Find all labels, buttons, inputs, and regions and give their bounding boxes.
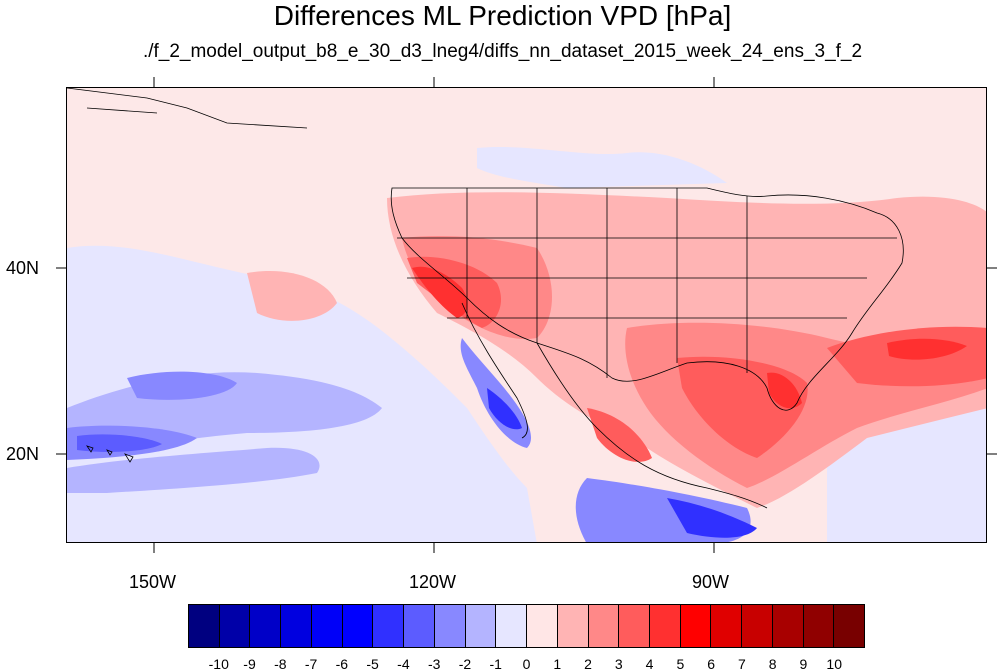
colorbar-swatch <box>711 605 743 647</box>
colorbar-swatch <box>557 605 589 647</box>
colorbar-swatch <box>342 605 374 647</box>
colorbar-swatch <box>680 605 712 647</box>
colorbar-tick-label: 9 <box>799 656 808 672</box>
lon-label-90w: 90W <box>692 572 730 592</box>
florida-deep-red-core <box>767 372 802 409</box>
lat-label-40n: 40N <box>6 258 40 278</box>
colorbar-swatch <box>250 605 282 647</box>
colorbar-tick-label: -2 <box>458 656 472 672</box>
hawaiian-islands <box>86 445 134 463</box>
colorbar-tick-label: -3 <box>427 656 441 672</box>
colorbar-swatch <box>650 605 681 647</box>
colorbar-swatch <box>527 605 558 647</box>
colorbar-swatch <box>742 605 773 647</box>
colorbar-tick-label: 6 <box>707 656 716 672</box>
colorbar-tick-label: 7 <box>738 656 746 672</box>
colorbar-tick-label: -1 <box>489 656 502 672</box>
colorbar-swatch <box>619 605 651 647</box>
colorbar-swatch <box>373 605 405 647</box>
mexico-red <box>587 408 652 462</box>
colorbar-swatch <box>434 605 466 647</box>
colorbar-swatch <box>803 605 835 647</box>
colorbar-tick-label: -9 <box>243 656 256 672</box>
colorbar-tick-label: -4 <box>397 656 410 672</box>
colorbar-swatch <box>772 605 804 647</box>
colorbar-tick-label: 8 <box>768 656 777 672</box>
colorbar <box>188 604 865 648</box>
blue-patch-hawaii <box>77 434 162 452</box>
colorbar-swatch <box>496 605 528 647</box>
colorbar-tick-label: 1 <box>553 656 562 672</box>
colorbar-swatch <box>219 605 251 647</box>
colorbar-tick-label: -6 <box>335 656 349 672</box>
colorbar-tick-label: 2 <box>584 656 592 672</box>
map-title: Differences ML Prediction VPD [hPa] <box>273 0 732 31</box>
colorbar-swatch <box>189 605 220 647</box>
colorbar-tick-label: -7 <box>304 656 318 672</box>
colorbar-tick-label: 10 <box>826 656 842 672</box>
colorbar-swatch <box>281 605 312 647</box>
lon-label-150w: 150W <box>129 572 177 592</box>
colorbar-swatch <box>588 605 620 647</box>
baja-deep-blue <box>487 388 522 430</box>
atlantic-pale-blue <box>827 405 986 542</box>
atlantic-deep-red-core <box>887 338 967 360</box>
colorbar-tick-label: -10 <box>208 656 229 672</box>
colorbar-swatch <box>311 605 343 647</box>
colorbar-tick-label: 5 <box>676 656 685 672</box>
colorbar-tick-label: 0 <box>522 656 531 672</box>
colorbar-tick-label: 4 <box>645 656 654 672</box>
central-america-deep-blue <box>667 498 757 538</box>
political-boundaries <box>67 88 904 509</box>
map-subtitle: ./f_2_model_output_b8_e_30_d3_lneg4/diff… <box>142 41 863 62</box>
lon-label-120w: 120W <box>409 572 457 592</box>
colorbar-swatch <box>465 605 497 647</box>
western-pacific-light-red <box>247 271 337 321</box>
colorbar-tick-label: 3 <box>614 656 623 672</box>
colorbar-swatch <box>834 605 865 647</box>
vpd-difference-field <box>67 88 986 542</box>
southern-light-blue-band <box>67 447 320 493</box>
north-pale-blue-region <box>477 146 727 188</box>
colorbar-tick-label: -5 <box>366 656 379 672</box>
colorbar-tick-label: -8 <box>274 656 287 672</box>
lat-label-20n: 20N <box>6 444 40 464</box>
mid-blue-patch-west <box>127 371 237 400</box>
california-deep-red-core <box>412 266 468 318</box>
map-panel <box>66 87 987 543</box>
colorbar-swatch <box>404 605 435 647</box>
